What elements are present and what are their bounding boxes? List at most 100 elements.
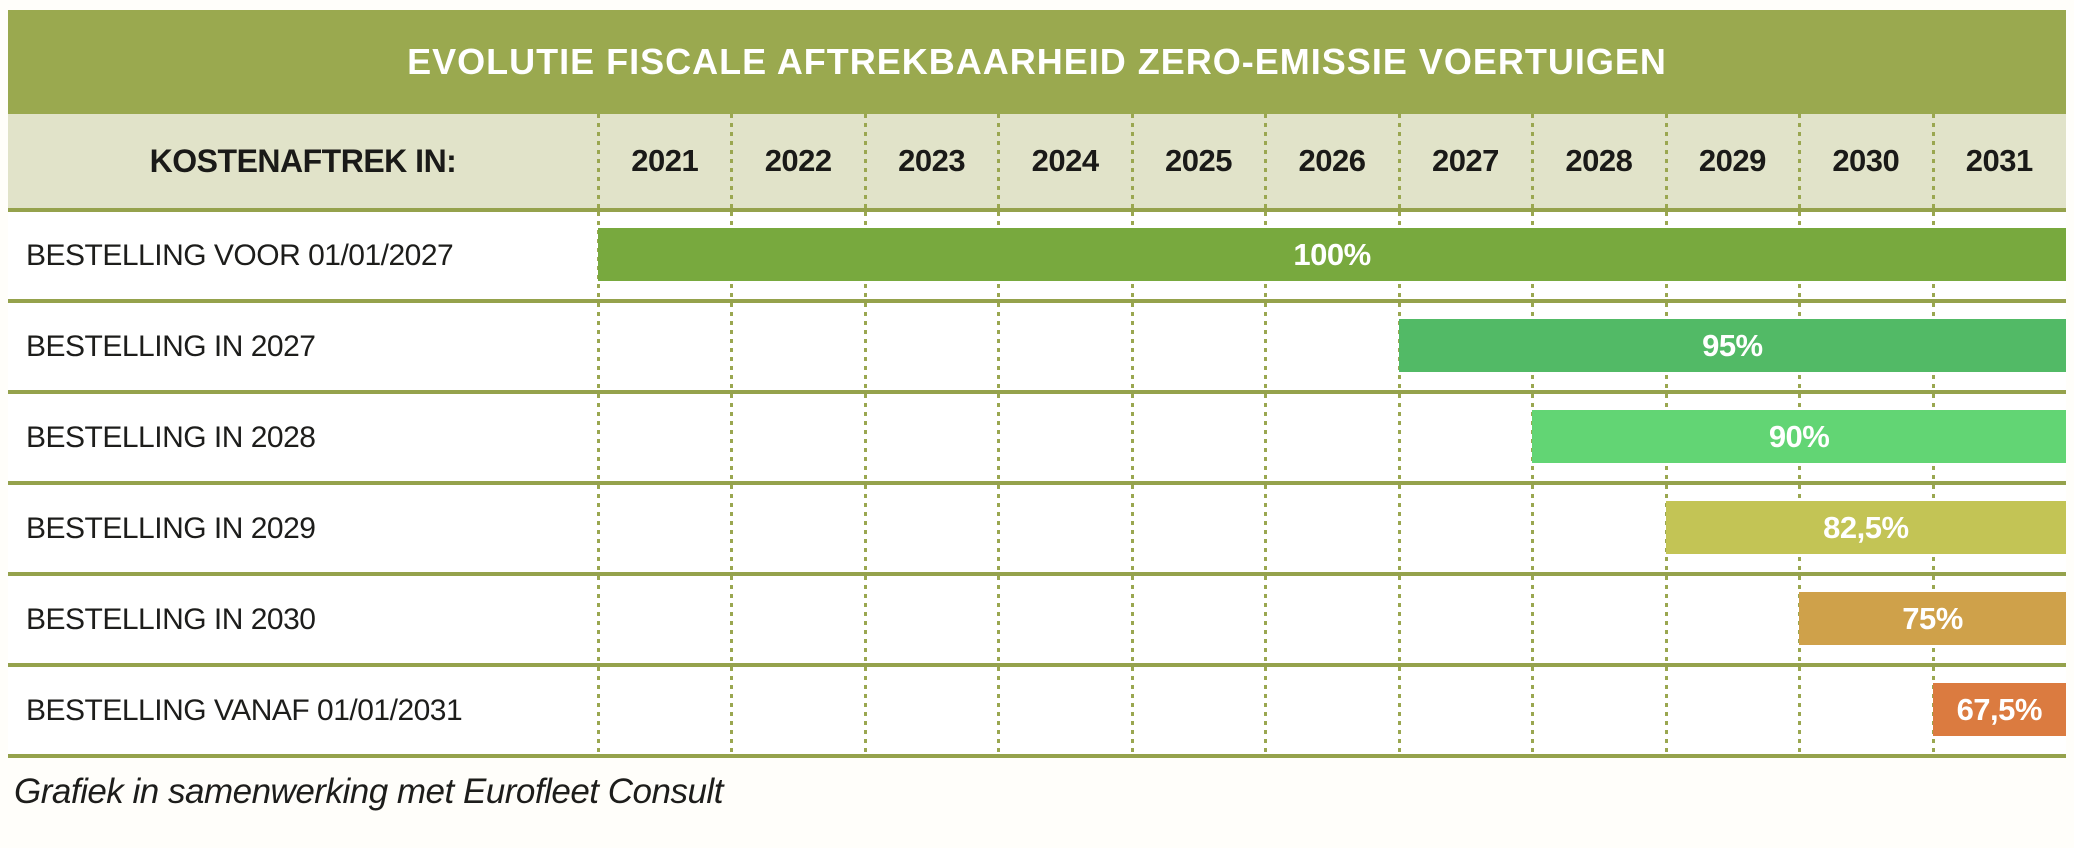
year-gridline [1664, 576, 1668, 663]
year-gridline [1397, 667, 1401, 754]
year-gridline [997, 114, 1001, 208]
year-gridline [1664, 667, 1668, 754]
year-gridline [597, 303, 600, 390]
year-gridline [1130, 667, 1134, 754]
year-gridline [1264, 576, 1268, 663]
year-column-label: 2031 [1965, 143, 2033, 178]
deduction-value-label: 82,5% [1823, 509, 1909, 545]
year-gridline [597, 485, 600, 572]
row-label: BESTELLING IN 2030 [26, 602, 316, 636]
table-rows: BESTELLING VOOR 01/01/2027 100% BESTELLI… [8, 208, 2066, 754]
year-column-label: 2028 [1565, 143, 1633, 178]
year-gridline [1798, 667, 1802, 754]
year-gridline [1931, 114, 1935, 208]
year-gridline [997, 485, 1001, 572]
year-gridline [997, 394, 1001, 481]
year-column-label: 2021 [631, 143, 699, 178]
table-row: BESTELLING VOOR 01/01/2027 100% [8, 208, 2066, 299]
year-gridline [1397, 394, 1401, 481]
year-gridline [730, 303, 734, 390]
year-gridline [597, 667, 600, 754]
year-gridline [863, 114, 867, 208]
year-column-label: 2030 [1832, 143, 1900, 178]
year-gridline [1531, 667, 1535, 754]
row-timeline: 100% [597, 212, 2066, 299]
year-gridline [863, 576, 867, 663]
year-column-label: 2022 [764, 143, 832, 178]
year-gridline [1130, 576, 1134, 663]
year-column-label: 2023 [898, 143, 966, 178]
table-row: BESTELLING IN 2027 95% [8, 299, 2066, 390]
year-gridline [1130, 303, 1134, 390]
year-column-label: 2024 [1031, 143, 1099, 178]
year-gridline [863, 303, 867, 390]
year-column-label: 2027 [1431, 143, 1499, 178]
header-label-kostenaftrek: KOSTENAFTREK IN: [149, 142, 457, 179]
row-timeline: 82,5% [597, 485, 2066, 572]
row-label: BESTELLING VANAF 01/01/2031 [26, 693, 463, 727]
header-year-columns: 2021 2022 2023 2024 2025 2026 2027 2028 2029 2030… [597, 114, 2066, 208]
year-gridline [597, 576, 600, 663]
year-gridline [863, 485, 867, 572]
year-gridline [1397, 576, 1401, 663]
row-label: BESTELLING IN 2029 [26, 511, 316, 545]
year-gridline [730, 485, 734, 572]
table-header-row: KOSTENAFTREK IN: 2021 2022 2023 2024 2025 202… [8, 114, 2066, 208]
year-cells: 2021 2022 2023 2024 2025 2026 2027 2028 2029 2030… [598, 114, 2066, 208]
year-gridline [1264, 303, 1268, 390]
year-gridline [1264, 394, 1268, 481]
year-gridline [1264, 667, 1268, 754]
table-title: EVOLUTIE FISCALE AFTREKBAARHEID ZERO-EMI… [8, 10, 2066, 114]
deduction-bar: 82,5% [1665, 501, 2066, 554]
deduction-value-label: 100% [1293, 236, 1371, 272]
year-gridline [997, 576, 1001, 663]
year-gridline [1264, 114, 1268, 208]
year-gridline [1130, 485, 1134, 572]
deduction-value-label: 67,5% [1956, 691, 2043, 727]
year-gridline [1130, 394, 1134, 481]
row-timeline: 90% [597, 394, 2066, 481]
year-gridline [997, 303, 1001, 390]
year-gridline [1531, 114, 1535, 208]
year-gridline [1531, 485, 1535, 572]
deduction-value-label: 75% [1902, 600, 1963, 636]
year-gridline [1130, 114, 1134, 208]
row-label: BESTELLING IN 2027 [26, 329, 316, 363]
table-row: BESTELLING IN 2030 75% [8, 572, 2066, 663]
year-gridline [863, 394, 867, 481]
table-row: BESTELLING IN 2028 90% [8, 390, 2066, 481]
deduction-bar: 90% [1532, 410, 2066, 463]
year-gridline [730, 667, 734, 754]
year-gridline [1397, 114, 1401, 208]
table-bottom-border [8, 754, 2066, 758]
deduction-bar: 67,5% [1932, 683, 2066, 736]
deduction-value-label: 90% [1768, 418, 1830, 454]
row-timeline: 67,5% [597, 667, 2066, 754]
deduction-value-label: 95% [1702, 327, 1763, 363]
table-row: BESTELLING IN 2029 82,5% [8, 481, 2066, 572]
year-gridline [1664, 114, 1668, 208]
year-column-label: 2029 [1698, 143, 1766, 178]
deduction-bar: 100% [598, 228, 2066, 281]
deduction-bar: 95% [1398, 319, 2066, 372]
row-label: BESTELLING IN 2028 [26, 420, 316, 454]
year-gridline [1264, 485, 1268, 572]
year-gridline [730, 114, 734, 208]
year-gridline [730, 394, 734, 481]
row-timeline: 75% [597, 576, 2066, 663]
year-gridline [597, 394, 600, 481]
row-timeline: 95% [597, 303, 2066, 390]
year-gridline [1798, 114, 1802, 208]
year-gridline [1397, 485, 1401, 572]
source-note: Grafiek in samenwerking met Eurofleet Co… [14, 772, 723, 811]
year-column-label: 2025 [1165, 143, 1233, 178]
year-gridline [730, 576, 734, 663]
year-gridline [1531, 576, 1535, 663]
year-gridline [597, 114, 600, 208]
year-gridline [997, 667, 1001, 754]
deduction-bar: 75% [1799, 592, 2066, 645]
table-row: BESTELLING VANAF 01/01/2031 67,5% [8, 663, 2066, 754]
year-gridline [863, 667, 867, 754]
deductibility-table: EVOLUTIE FISCALE AFTREKBAARHEID ZERO-EMI… [8, 10, 2066, 758]
